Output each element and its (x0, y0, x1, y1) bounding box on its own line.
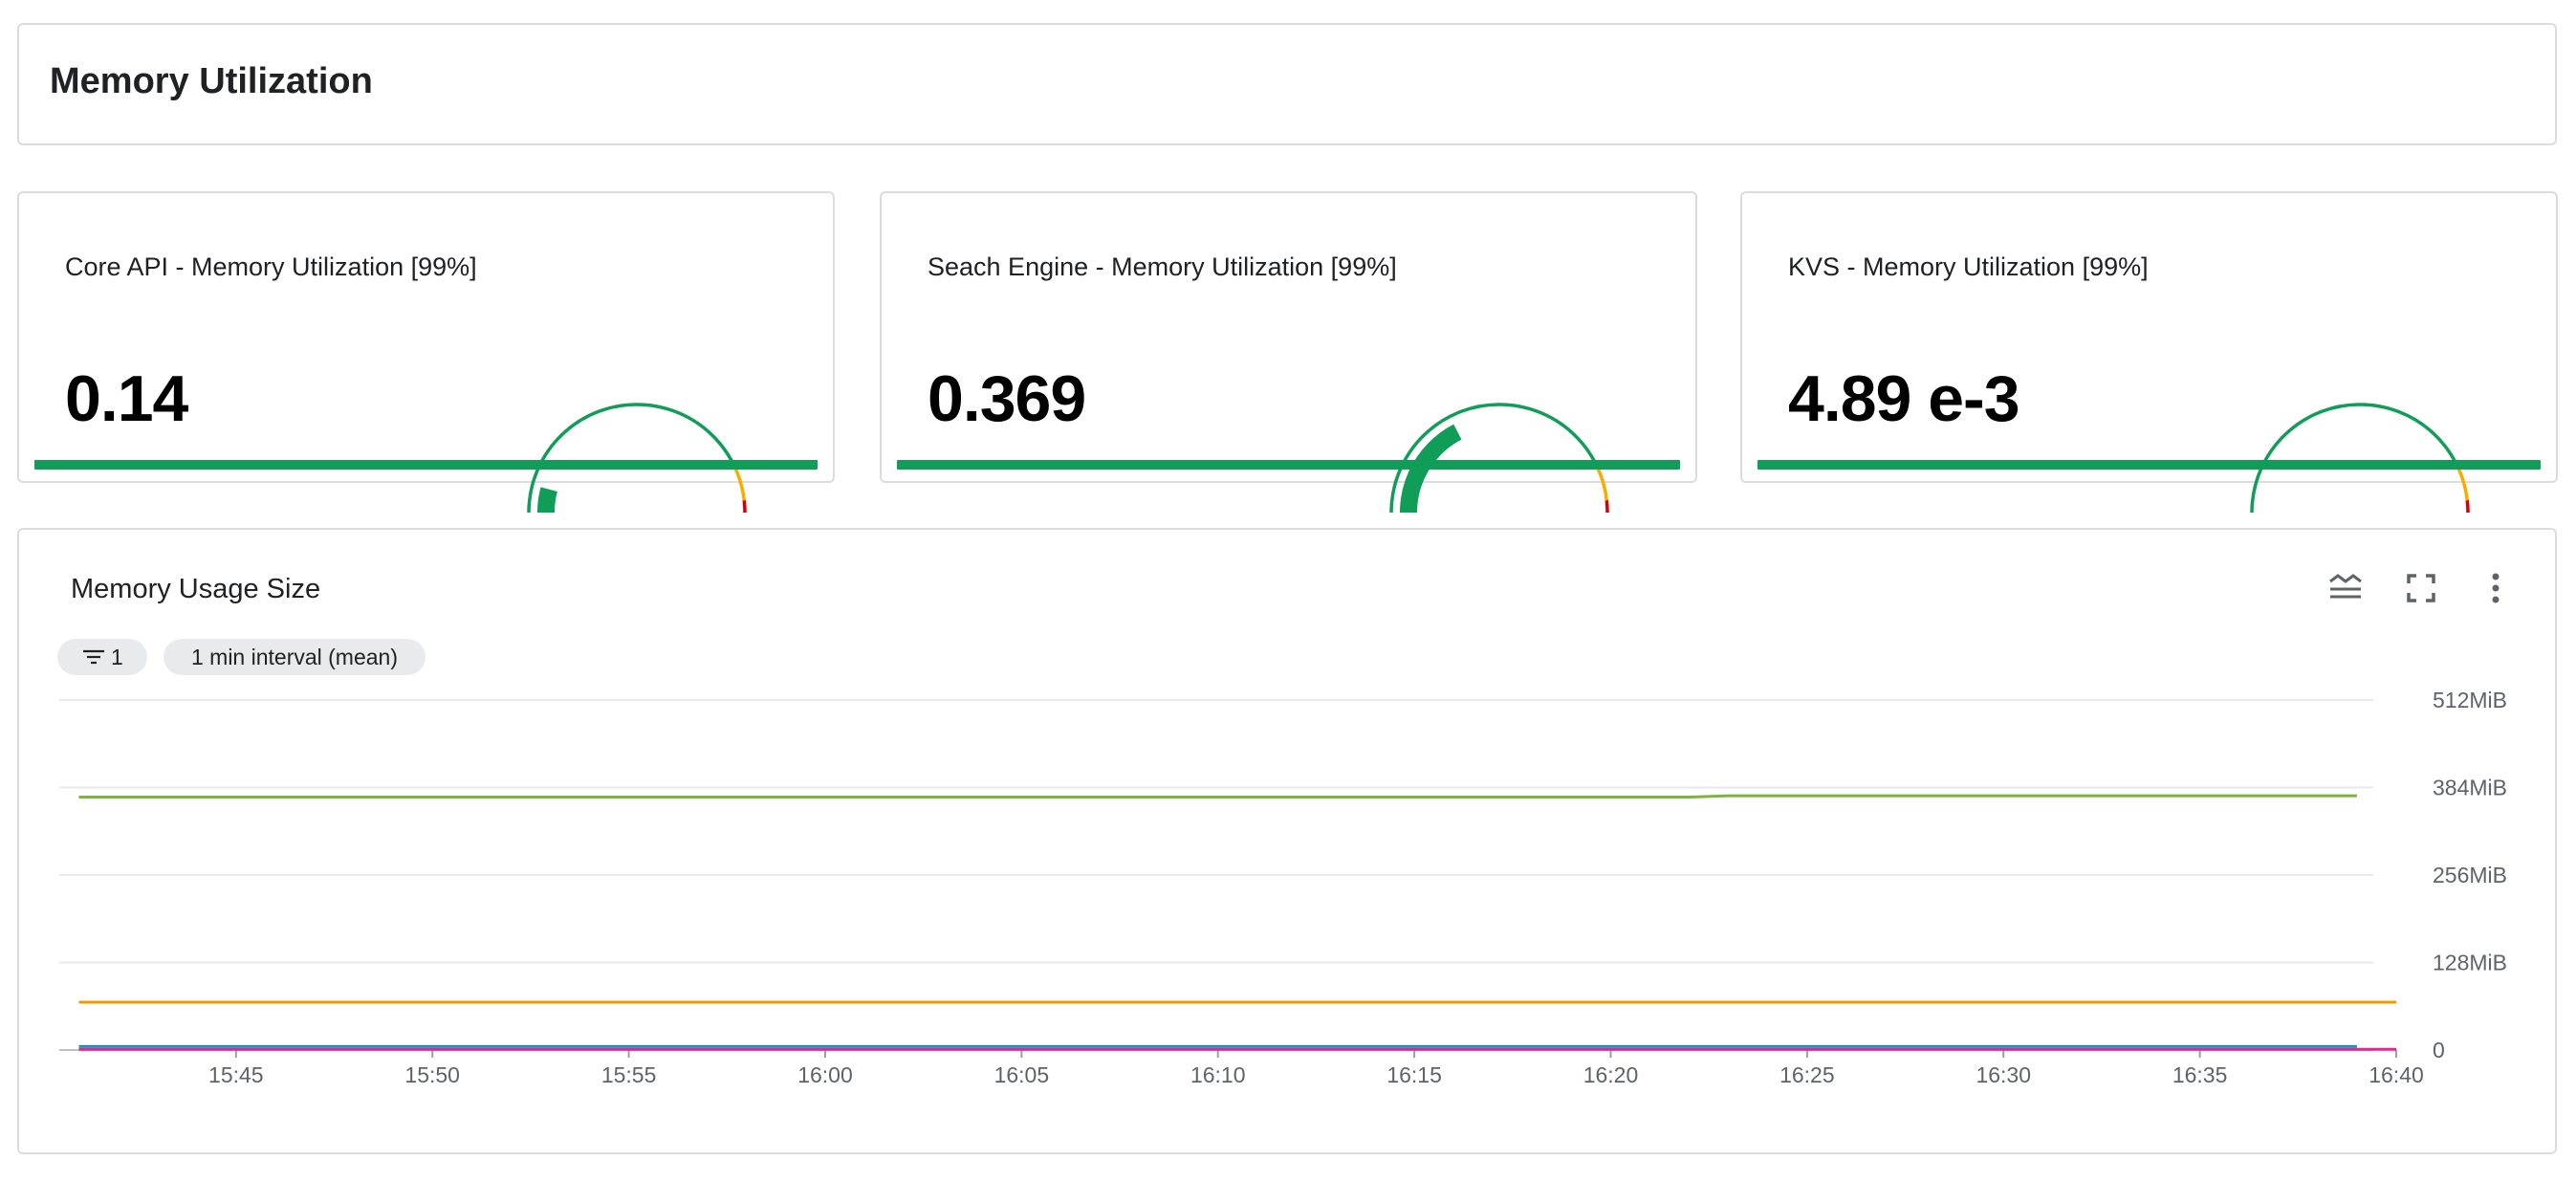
x-tick-label: 16:35 (2172, 1062, 2228, 1087)
gauge-range-ok (527, 403, 734, 513)
y-tick-label: 256MiB (2433, 863, 2507, 887)
filter-icon (83, 649, 104, 665)
gauge-dial (2250, 403, 2470, 513)
gauge-value: 0.369 (928, 362, 1086, 435)
status-bar (1757, 460, 2541, 470)
page-title: Memory Utilization (50, 61, 373, 101)
gauge-card-core-api: Core API - Memory Utilization [99%] 0.14 (17, 191, 835, 513)
x-tick-label: 16:05 (994, 1062, 1050, 1087)
fullscreen-icon[interactable] (2401, 568, 2441, 608)
gauge-fill (1400, 424, 1462, 513)
gauge-card-kvs: KVS - Memory Utilization [99%] 4.89 e-3 (1740, 191, 2558, 513)
interval-chip[interactable]: 1 min interval (mean) (164, 639, 426, 675)
filter-chip[interactable]: 1 (57, 639, 147, 675)
x-tick-label: 16:30 (1976, 1062, 2031, 1087)
gauge-fill (537, 487, 557, 513)
gauge-range-critical (742, 500, 747, 513)
gauge-value: 0.14 (65, 362, 188, 435)
gauge-range-critical (2465, 500, 2470, 513)
memory-usage-chart-card: Memory Usage Size 1 1 min interval (mean… (17, 528, 2557, 1154)
filter-count: 1 (111, 645, 123, 669)
memory-usage-chart: 0 128MiB 256MiB 384MiB 512MiB 15:45 15:50 15:55… (59, 688, 2507, 1087)
gauge-title: KVS - Memory Utilization [99%] (1788, 252, 2149, 281)
x-tick-label: 15:50 (404, 1062, 460, 1087)
more-vert-icon[interactable] (2476, 568, 2516, 608)
x-tick-label: 16:15 (1386, 1062, 1442, 1087)
x-tick-label: 16:10 (1190, 1062, 1246, 1087)
gauge-range-ok (2250, 403, 2457, 513)
x-tick-label: 16:40 (2369, 1062, 2424, 1087)
gauge-dial (527, 403, 747, 513)
gauge-range-critical (1605, 500, 1609, 513)
page-title-card: Memory Utilization (17, 23, 2557, 145)
gauge-value: 4.89 e-3 (1788, 362, 2020, 435)
x-tick-label: 15:45 (208, 1062, 264, 1087)
y-tick-label: 384MiB (2433, 776, 2507, 800)
series-line-0 (78, 794, 2357, 799)
gauge-range-ok (1389, 403, 1597, 513)
status-bar (897, 460, 1680, 470)
gauge-card-search-engine: Seach Engine - Memory Utilization [99%] … (880, 191, 1697, 513)
gauge-dial (1389, 403, 1609, 513)
gauge-title: Core API - Memory Utilization [99%] (65, 252, 477, 281)
x-tick-label: 16:00 (797, 1062, 853, 1087)
x-tick-label: 15:55 (601, 1062, 657, 1087)
y-tick-label: 512MiB (2433, 688, 2507, 712)
legend-toggle-icon[interactable] (2325, 568, 2366, 608)
chart-title: Memory Usage Size (71, 574, 321, 604)
y-tick-label: 0 (2433, 1038, 2445, 1062)
status-bar (34, 460, 818, 470)
gauge-title: Seach Engine - Memory Utilization [99%] (928, 252, 1397, 281)
x-tick-label: 16:20 (1583, 1062, 1639, 1087)
y-tick-label: 128MiB (2433, 951, 2507, 975)
x-tick-label: 16:25 (1779, 1062, 1835, 1087)
